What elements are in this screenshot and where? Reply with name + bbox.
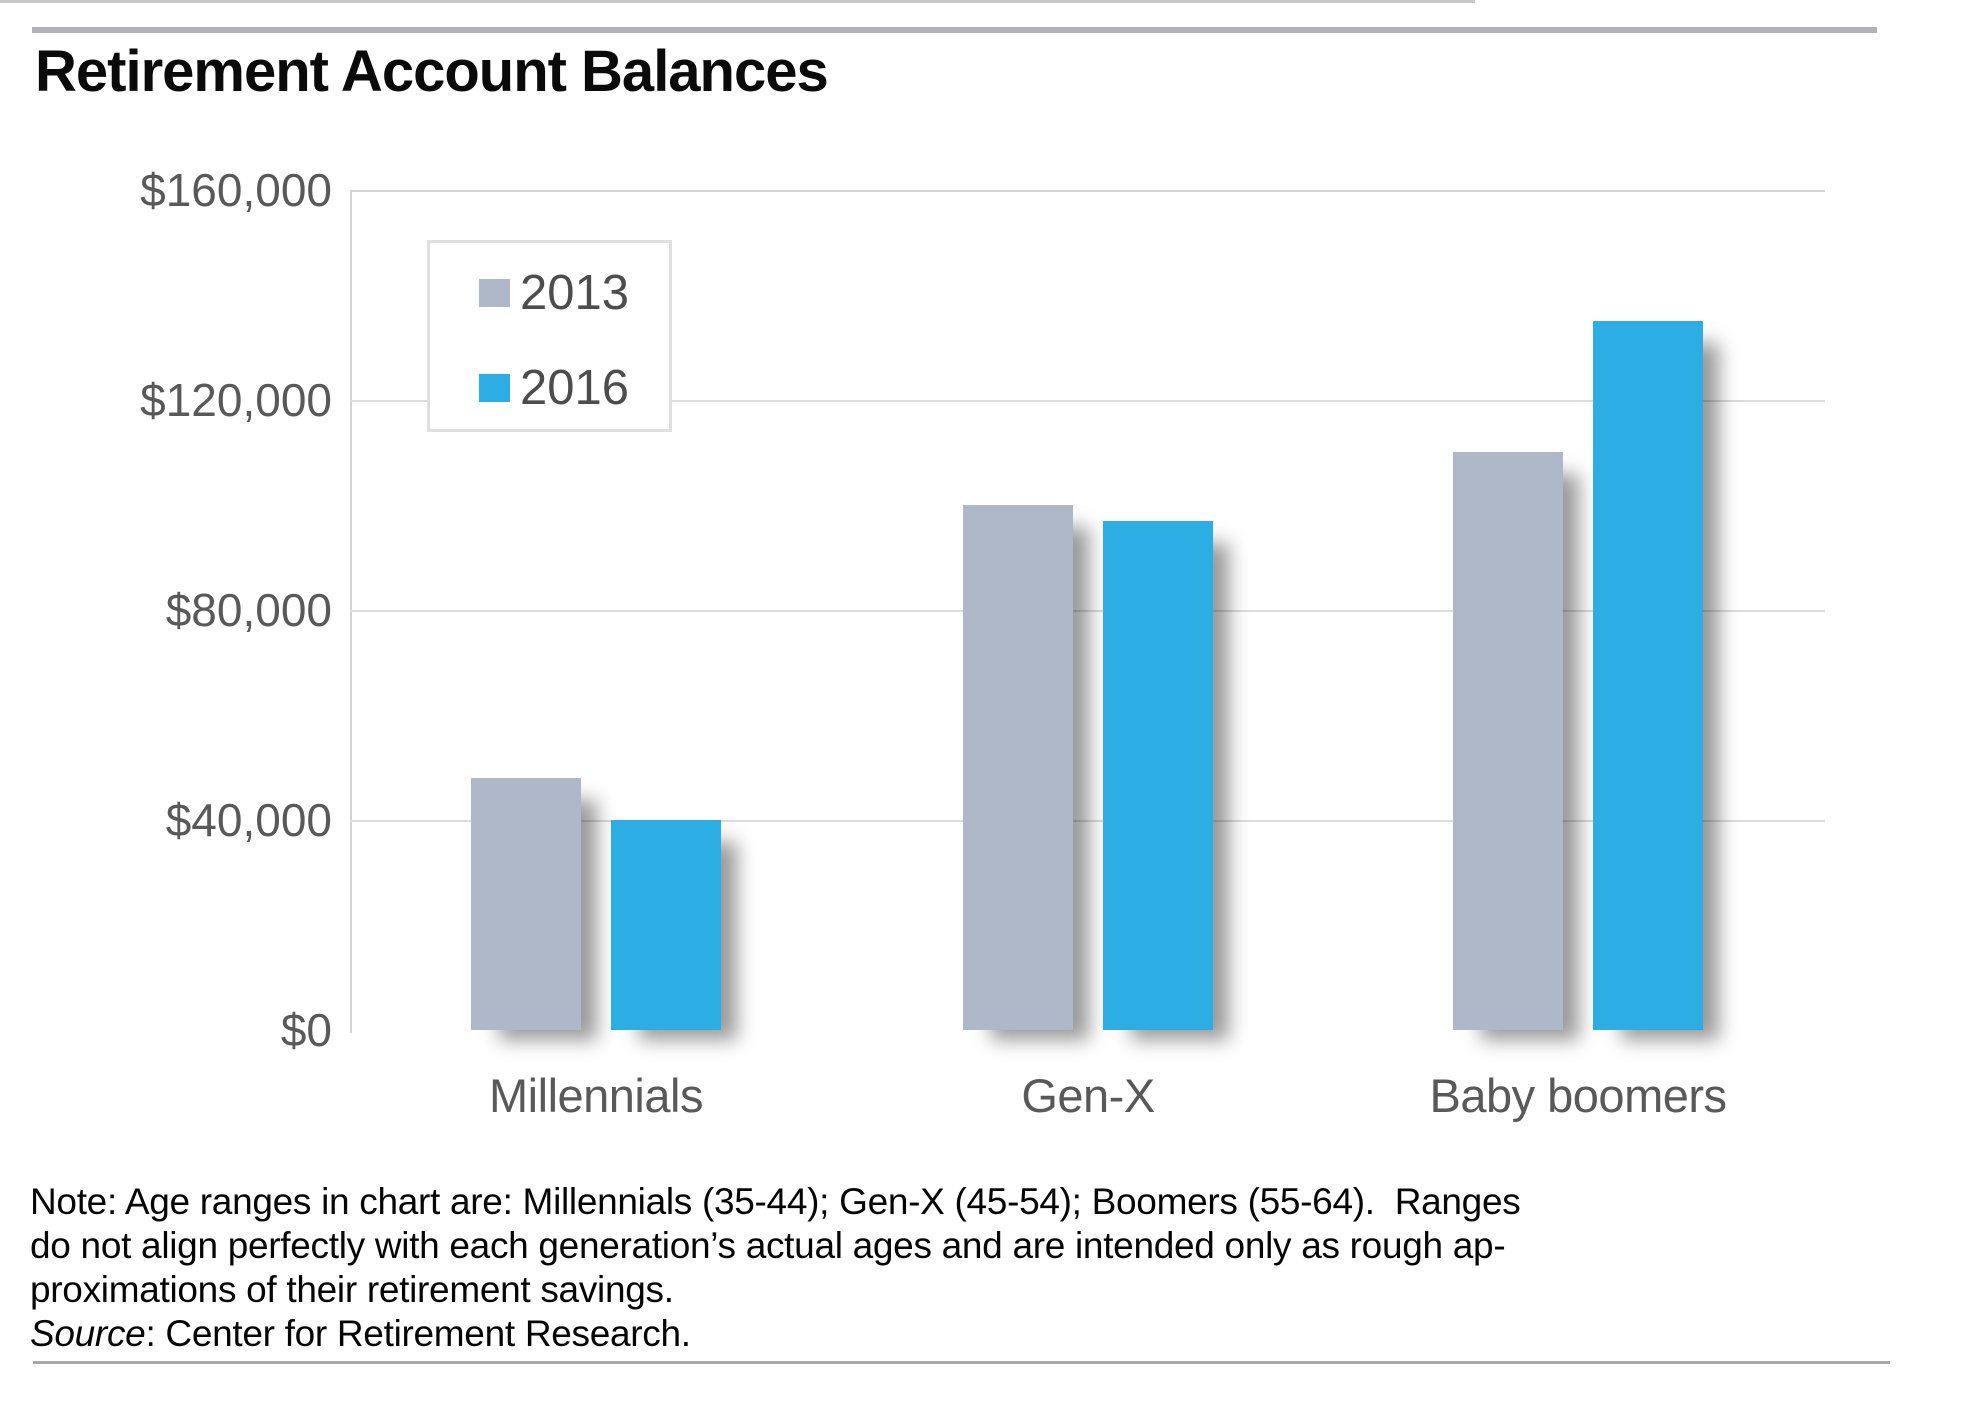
bar-2016-gen-x (1103, 521, 1213, 1030)
y-tick-label: $0 (280, 1004, 332, 1056)
source-label: Source (30, 1313, 146, 1354)
bar-2016-baby-boomers (1593, 321, 1703, 1030)
bar-2016-millennials (611, 820, 721, 1030)
legend-label-2013: 2013 (520, 266, 630, 320)
source-text: : Center for Retirement Research. (145, 1313, 691, 1354)
gridline (350, 400, 1825, 402)
bar-2013-gen-x (963, 505, 1073, 1030)
gridline (350, 820, 1825, 822)
bar-2013-baby-boomers (1453, 452, 1563, 1030)
legend-label-2016: 2016 (520, 361, 630, 415)
y-tick-label: $80,000 (165, 584, 332, 636)
gridline (350, 610, 1825, 612)
legend-swatch-2016 (479, 374, 510, 402)
y-tick-label: $40,000 (165, 794, 332, 846)
plot-top-border (350, 190, 1825, 192)
y-tick-label: $160,000 (140, 164, 332, 216)
category-label-millennials: Millennials (489, 1069, 703, 1122)
category-label-baby-boomers: Baby boomers (1429, 1069, 1727, 1122)
x-axis-line (0, 0, 1475, 3)
category-label-gen-x: Gen-X (1021, 1069, 1155, 1122)
plot-area: $160,000 $120,000 $80,000 $40,000 $0 Millenn… (0, 0, 1975, 1122)
note-line: do not align perfectly with each generat… (30, 1225, 1506, 1266)
note-block: Note: Age ranges in chart are: Millennia… (30, 1180, 1521, 1356)
legend-swatch-2013 (479, 279, 510, 307)
y-tick-label: $120,000 (140, 374, 332, 426)
bottom-divider (33, 1361, 1890, 1364)
note-line: Note: Age ranges in chart are: Millennia… (30, 1181, 1521, 1222)
source-line: Source: Center for Retirement Research. (30, 1312, 1520, 1356)
chart-title: Retirement Account Balances (35, 39, 829, 104)
top-divider (32, 27, 1877, 33)
bar-2013-millennials (471, 778, 581, 1030)
legend: 2013 2016 (427, 240, 672, 432)
note-line: proximations of their retirement savings… (30, 1269, 674, 1310)
